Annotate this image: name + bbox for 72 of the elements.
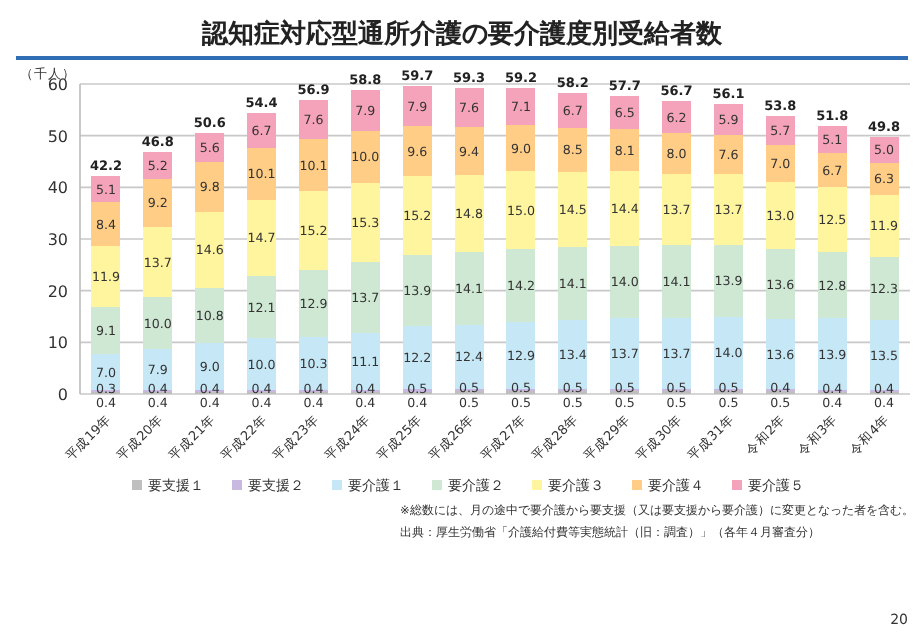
bar xyxy=(610,245,640,319)
bar xyxy=(506,322,536,389)
bar xyxy=(454,87,484,127)
bar xyxy=(350,90,380,132)
bar xyxy=(247,199,277,276)
bar xyxy=(247,112,277,148)
bar xyxy=(350,182,380,262)
chart-title: 認知症対応型通所介護の要介護度別受給者数 xyxy=(200,18,724,50)
bar xyxy=(662,245,692,319)
bar xyxy=(869,195,899,257)
bar xyxy=(402,175,432,255)
bar xyxy=(558,171,588,247)
bar xyxy=(869,256,899,321)
bar xyxy=(143,297,173,350)
bar xyxy=(195,287,225,344)
y-tick-label: 0 xyxy=(57,386,68,404)
bar xyxy=(713,244,743,317)
bar xyxy=(506,171,536,249)
bar xyxy=(765,248,795,320)
bar xyxy=(765,145,795,182)
bar xyxy=(91,202,121,246)
bar xyxy=(91,245,121,308)
bar xyxy=(195,161,225,213)
bar xyxy=(610,318,640,389)
bar xyxy=(143,226,173,298)
bar xyxy=(402,254,432,327)
y-tick-label: 50 xyxy=(47,127,68,146)
bar xyxy=(713,316,743,389)
bar xyxy=(610,171,640,246)
bar xyxy=(610,129,640,172)
bar xyxy=(558,93,588,128)
bar xyxy=(91,307,121,355)
y-tick-label: 20 xyxy=(47,282,68,301)
bar xyxy=(713,134,743,174)
bar xyxy=(817,318,847,390)
bar xyxy=(506,248,536,323)
bar xyxy=(558,127,588,172)
y-tick-label: 60 xyxy=(47,76,68,94)
bar xyxy=(143,179,173,227)
bar xyxy=(454,251,484,325)
bar xyxy=(765,181,795,249)
bar xyxy=(350,131,380,183)
bar xyxy=(143,152,173,180)
bar xyxy=(662,174,692,246)
bar xyxy=(817,187,847,252)
bar xyxy=(298,139,328,192)
bar xyxy=(817,251,847,319)
bar xyxy=(454,324,484,389)
bar xyxy=(662,133,692,175)
bar xyxy=(558,319,588,389)
bar xyxy=(195,212,225,288)
bar xyxy=(454,126,484,176)
bar xyxy=(247,275,277,339)
bar xyxy=(402,126,432,176)
y-tick-label: 30 xyxy=(47,231,68,249)
bar xyxy=(402,326,432,390)
bar xyxy=(558,246,588,320)
bar xyxy=(454,175,484,252)
bar xyxy=(298,100,328,140)
y-tick-label: 10 xyxy=(47,334,68,353)
bar xyxy=(506,88,536,125)
bar xyxy=(713,173,743,245)
bar xyxy=(247,147,277,200)
bar xyxy=(298,270,328,337)
bar xyxy=(298,191,328,270)
bar xyxy=(506,124,536,172)
bar xyxy=(869,320,899,390)
bar xyxy=(817,126,847,153)
bar xyxy=(402,85,432,127)
y-tick-label: 40 xyxy=(47,179,68,198)
bar xyxy=(662,318,692,389)
bar xyxy=(350,261,380,333)
